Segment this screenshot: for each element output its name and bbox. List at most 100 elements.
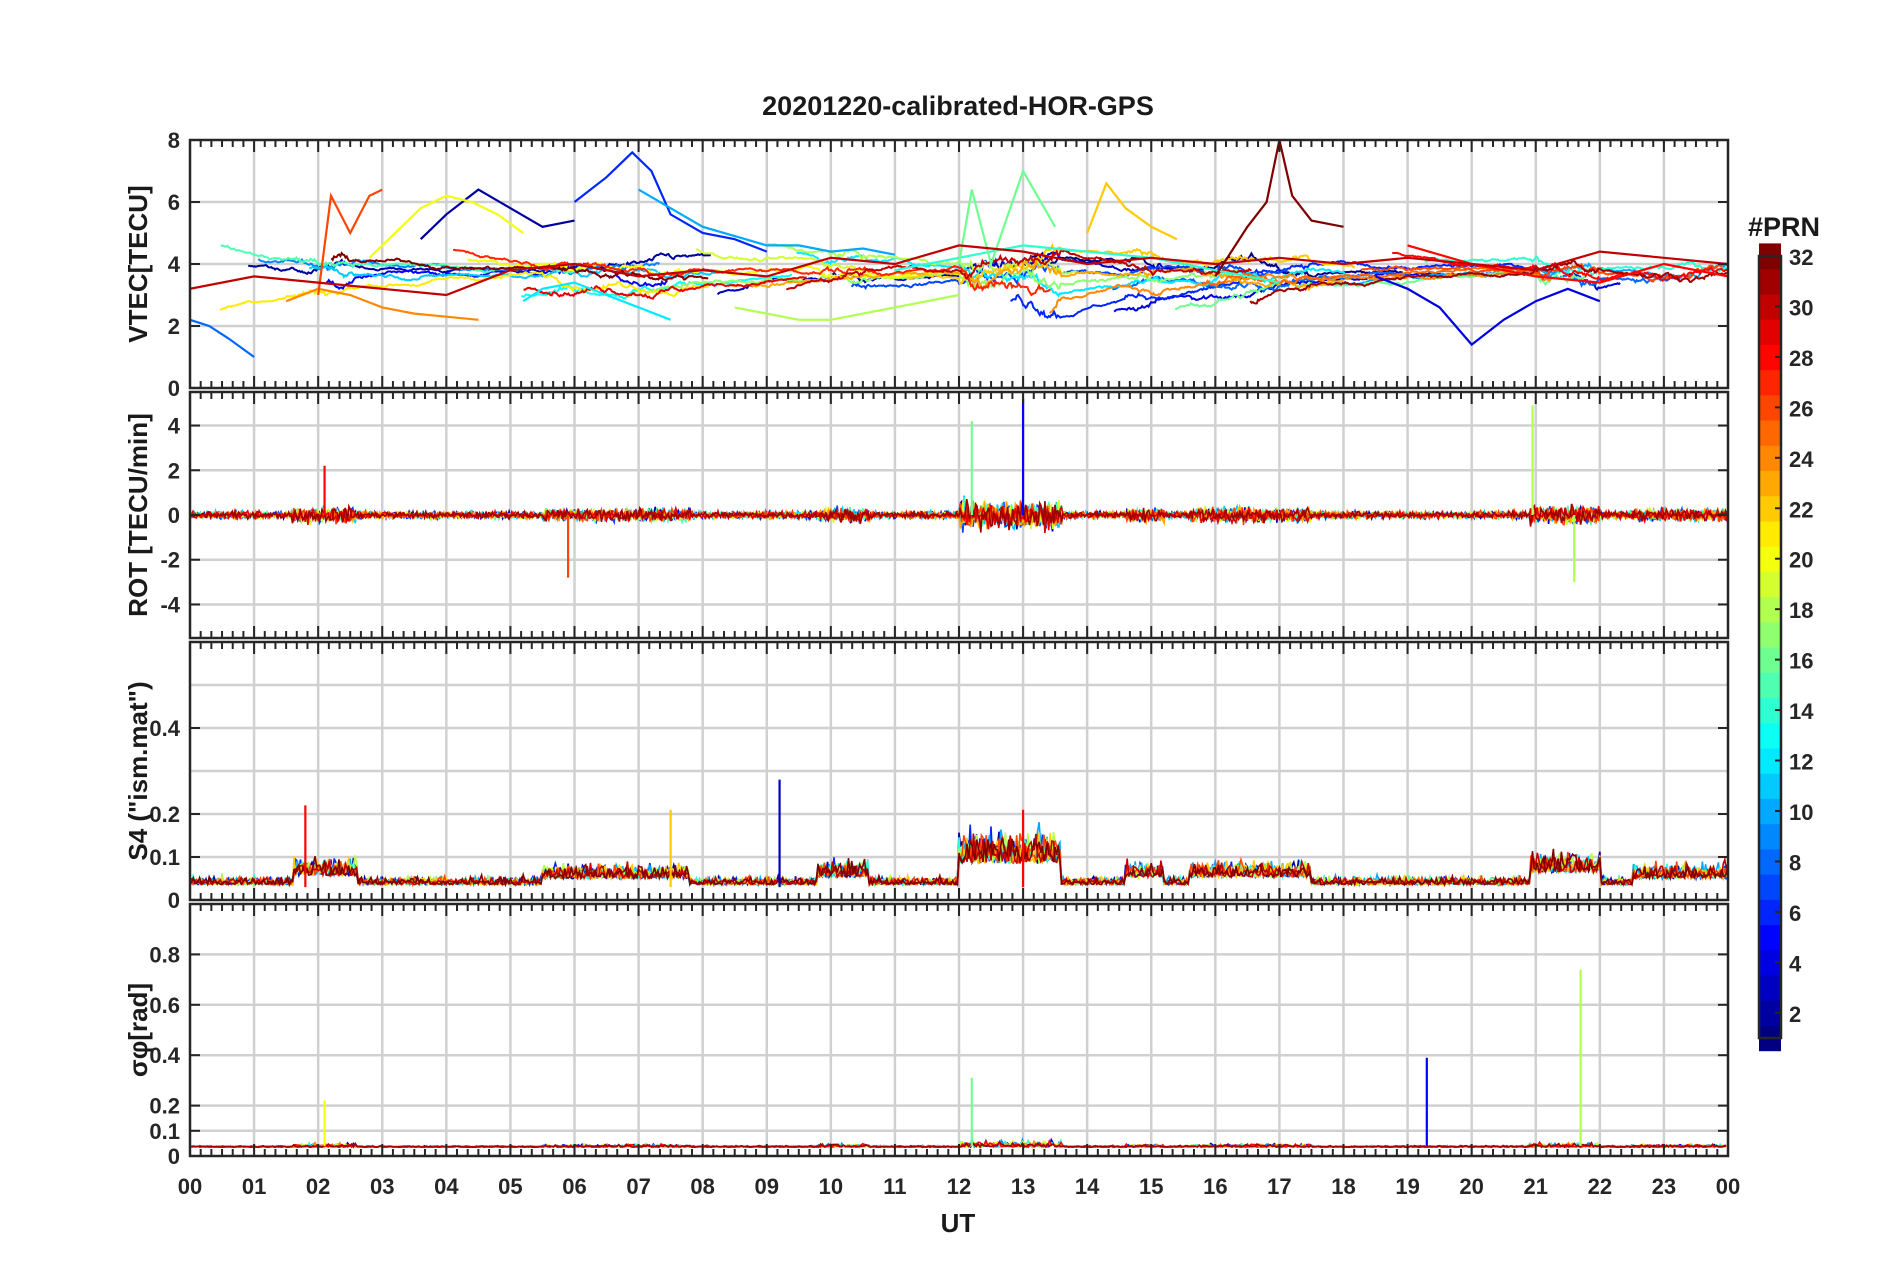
vtec-series-prn-10 bbox=[638, 188, 896, 256]
y-axis-label: σφ[rad] bbox=[123, 983, 153, 1077]
vtec-trace-prn-30 bbox=[786, 249, 1253, 291]
vtec-series-prn-22 bbox=[1086, 181, 1178, 241]
vtec-series-prn-26 bbox=[317, 188, 383, 296]
colorbar-tick-label: 4 bbox=[1789, 951, 1802, 976]
vtec-trace-prn-24 bbox=[1048, 269, 1553, 315]
colorbar-segment-prn-15 bbox=[1759, 672, 1781, 699]
y-tick-label: 0.4 bbox=[149, 1043, 180, 1068]
colorbar-segment-prn-11 bbox=[1759, 773, 1781, 799]
y-tick-label: 0.2 bbox=[149, 802, 180, 827]
data-layer bbox=[190, 140, 1728, 358]
y-tick-label: 4 bbox=[168, 414, 181, 439]
x-tick-label: 00 bbox=[1716, 1174, 1740, 1199]
vtec-series-prn-28 bbox=[1407, 244, 1728, 284]
colorbar-segment-prn-27 bbox=[1759, 369, 1781, 396]
s4-trace-prn-32 bbox=[190, 837, 1728, 888]
colorbar-segment-prn-29 bbox=[1759, 319, 1781, 345]
x-tick-label: 22 bbox=[1588, 1174, 1612, 1199]
y-tick-label: 0.2 bbox=[149, 1094, 180, 1119]
vtec-series-prn-32 bbox=[1214, 140, 1344, 277]
colorbar-tick-label: 22 bbox=[1789, 497, 1813, 522]
colorbar-segment-prn-2 bbox=[1759, 1000, 1781, 1026]
x-tick-label: 18 bbox=[1331, 1174, 1355, 1199]
colorbar-segment-prn-9 bbox=[1759, 823, 1781, 850]
y-tick-label: 2 bbox=[168, 314, 180, 339]
panel-vtec: 0 2 4 6 8 VTEC[TECU] bbox=[123, 128, 1730, 401]
colorbar-segment-prn-8 bbox=[1759, 848, 1781, 875]
x-tick-label: 03 bbox=[370, 1174, 394, 1199]
x-tick-label: 23 bbox=[1652, 1174, 1676, 1199]
vtec-trace-prn-25 bbox=[1202, 266, 1514, 286]
data-layer bbox=[190, 779, 1728, 888]
y-tick-label: 0 bbox=[168, 888, 180, 913]
y-axis-label: VTEC[TECU] bbox=[123, 185, 153, 342]
colorbar-tick-label: 32 bbox=[1789, 245, 1813, 270]
panel-s4: 0 0.1 0.2 0.4S4 ("ism.mat") bbox=[123, 640, 1730, 913]
vtec-series-prn-18 bbox=[734, 293, 960, 321]
x-tick-label: 20 bbox=[1459, 1174, 1483, 1199]
colorbar-segment-prn-18 bbox=[1759, 596, 1781, 623]
x-tick-label: 06 bbox=[562, 1174, 586, 1199]
vtec-series-prn-6 bbox=[573, 150, 768, 253]
y-tick-label: -4 bbox=[160, 592, 180, 617]
vtec-series-prn-20 bbox=[368, 194, 524, 259]
y-tick-label: 8 bbox=[168, 128, 180, 153]
x-tick-label: 19 bbox=[1395, 1174, 1419, 1199]
colorbar-tick-label: 8 bbox=[1789, 850, 1801, 875]
panel-sigma_phi: 00.10.2 0.4 0.6 0.8 σφ[rad] 00 01 02 03 04 05 06 07 0… bbox=[123, 902, 1740, 1199]
x-axis-label: UT bbox=[941, 1208, 976, 1238]
y-tick-label: 0.4 bbox=[149, 716, 180, 741]
colorbar-segment-prn-3 bbox=[1759, 974, 1781, 1001]
y-tick-label: 6 bbox=[168, 190, 180, 215]
vtec-trace-prn-27 bbox=[452, 248, 1051, 297]
vtec-trace-prn-22 bbox=[905, 242, 1355, 285]
colorbar-tick-label: 10 bbox=[1789, 800, 1813, 825]
y-tick-label: -2 bbox=[160, 548, 180, 573]
colorbar-segment-prn-20 bbox=[1759, 546, 1781, 572]
colorbar-segment-prn-31 bbox=[1759, 268, 1781, 295]
colorbar-segment-prn-21 bbox=[1759, 520, 1781, 547]
y-tick-label: 0 bbox=[168, 1144, 180, 1169]
y-tick-label: 0.1 bbox=[149, 845, 180, 870]
colorbar-segment-prn-12 bbox=[1759, 747, 1781, 774]
colorbar-tick-label: 12 bbox=[1789, 750, 1813, 775]
colorbar-tick-label: 20 bbox=[1789, 548, 1813, 573]
x-tick-label: 15 bbox=[1139, 1174, 1163, 1199]
vtec-series-prn-2 bbox=[419, 188, 575, 240]
panel-rot: -4 -2 0 2 4 ROT [TECU/min] bbox=[123, 390, 1730, 640]
colorbar-tick-label: 18 bbox=[1789, 598, 1813, 623]
x-tick-label: 12 bbox=[947, 1174, 971, 1199]
colorbar-tick-label: 28 bbox=[1789, 346, 1813, 371]
x-tick-label: 13 bbox=[1011, 1174, 1035, 1199]
x-tick-label: 17 bbox=[1267, 1174, 1291, 1199]
x-tick-label: 09 bbox=[755, 1174, 779, 1199]
data-layer bbox=[190, 398, 1728, 583]
vtec-trace-prn-21 bbox=[219, 271, 709, 311]
colorbar-tick-label: 14 bbox=[1789, 699, 1814, 724]
vtec-trace-prn-31 bbox=[1249, 259, 1728, 305]
y-axis-label: ROT [TECU/min] bbox=[123, 413, 153, 617]
colorbar-tick-label: 2 bbox=[1789, 1002, 1801, 1027]
x-tick-label: 00 bbox=[178, 1174, 202, 1199]
colorbar-segment-prn-17 bbox=[1759, 621, 1781, 648]
colorbar-segment-prn-4 bbox=[1759, 949, 1781, 976]
colorbar-segment-prn-23 bbox=[1759, 470, 1781, 497]
vtec-series-prn-8 bbox=[190, 318, 255, 358]
y-tick-label: 4 bbox=[168, 252, 181, 277]
vtec-series-prn-12 bbox=[522, 281, 671, 321]
x-tick-label: 14 bbox=[1075, 1174, 1100, 1199]
colorbar-tick-label: 24 bbox=[1789, 447, 1814, 472]
vtec-series-prn-4 bbox=[1375, 275, 1601, 347]
x-tick-label: 01 bbox=[242, 1174, 266, 1199]
vtec-trace-prn-17 bbox=[624, 267, 1240, 298]
colorbar-segment-prn-14 bbox=[1759, 697, 1781, 724]
rot-trace-prn-31 bbox=[190, 498, 1728, 533]
colorbar-tick-label: 6 bbox=[1789, 901, 1801, 926]
x-tick-label: 21 bbox=[1524, 1174, 1548, 1199]
colorbar-segment-prn-30 bbox=[1759, 293, 1781, 320]
colorbar-segment-prn-24 bbox=[1759, 445, 1781, 472]
colorbar-segment-prn-13 bbox=[1759, 722, 1781, 749]
